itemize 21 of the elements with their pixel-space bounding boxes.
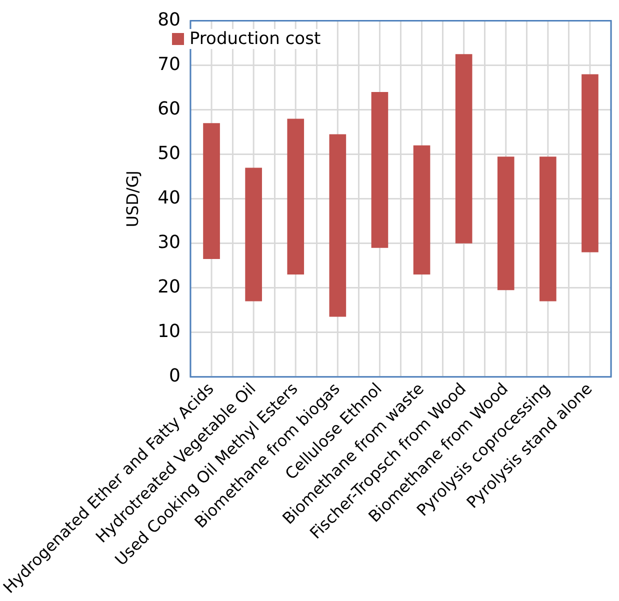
y-tick-label: 0 — [169, 366, 180, 387]
bar — [371, 92, 388, 248]
bar — [245, 168, 262, 302]
y-tick-label: 50 — [158, 143, 180, 164]
y-tick-label: 40 — [158, 188, 180, 209]
y-tick-label: 10 — [158, 321, 180, 342]
bar — [413, 145, 430, 275]
y-tick-label: 80 — [158, 9, 180, 30]
y-tick-label: 70 — [158, 54, 180, 75]
bar — [455, 54, 472, 244]
bar — [540, 156, 556, 302]
y-tick-label: 30 — [158, 232, 180, 254]
bar — [203, 123, 220, 259]
y-tick-label: 60 — [158, 98, 180, 120]
y-tick-label: 20 — [158, 276, 180, 298]
bar — [497, 156, 514, 290]
y-axis-title: USD/GJ — [123, 170, 142, 228]
bar — [329, 134, 346, 317]
bar — [287, 118, 304, 275]
bar — [582, 74, 598, 252]
legend-label: Production cost — [189, 28, 321, 49]
